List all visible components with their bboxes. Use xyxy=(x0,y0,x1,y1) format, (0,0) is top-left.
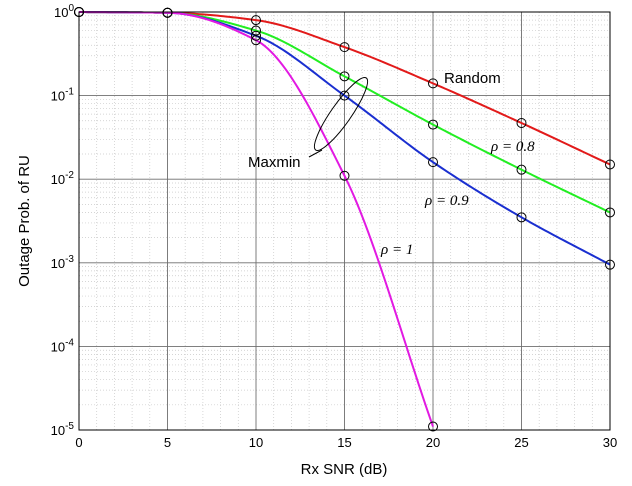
data-point-marker xyxy=(339,42,350,53)
y-tick-label: 10-2 xyxy=(51,170,75,187)
x-tick-label: 15 xyxy=(337,435,351,450)
x-tick-label: 10 xyxy=(249,435,263,450)
data-point-marker xyxy=(339,170,350,181)
x-tick-labels: 0 5 10 15 20 25 30 xyxy=(75,435,617,450)
x-tick-label: 0 xyxy=(75,435,82,450)
x-tick-label: 5 xyxy=(164,435,171,450)
data-point-marker xyxy=(251,30,261,41)
y-tick-labels: 100 10-1 10-2 10-3 10-4 10-5 xyxy=(51,3,75,438)
data-point-marker xyxy=(251,15,261,26)
x-tick-label: 30 xyxy=(603,435,617,450)
y-tick-label: 10-4 xyxy=(51,337,75,354)
data-point-marker xyxy=(428,119,438,130)
data-point-marker xyxy=(162,7,173,18)
data-point-marker xyxy=(516,118,527,129)
rho-08-label: ρ = 0.8 xyxy=(490,139,535,155)
data-point-marker xyxy=(516,212,527,223)
data-point-marker xyxy=(516,164,527,175)
data-point-marker xyxy=(339,90,350,101)
data-point-marker xyxy=(251,25,261,36)
maxmin-pointer xyxy=(308,149,323,158)
x-tick-label: 20 xyxy=(426,435,440,450)
plot-frame xyxy=(78,11,611,431)
x-tick-label: 25 xyxy=(514,435,528,450)
data-point-marker xyxy=(428,78,438,89)
y-tick-label: 100 xyxy=(54,3,74,20)
data-point-marker xyxy=(428,421,438,432)
data-point-marker xyxy=(428,157,438,168)
maxmin-label: Maxmin xyxy=(248,154,301,171)
y-tick-label: 10-3 xyxy=(51,254,75,271)
rho-1-label: ρ = 1 xyxy=(380,242,413,258)
rho-09-label: ρ = 0.9 xyxy=(424,193,469,209)
minor-grid xyxy=(79,12,610,430)
data-point-marker xyxy=(251,35,261,46)
y-tick-label: 10-1 xyxy=(51,87,75,104)
data-point-marker xyxy=(339,71,350,82)
x-axis-label: Rx SNR (dB) xyxy=(301,461,388,478)
y-tick-label: 10-5 xyxy=(51,421,75,438)
random-label: Random xyxy=(444,70,501,87)
y-axis-label: Outage Prob. of RU xyxy=(16,155,33,287)
maxmin-ellipse xyxy=(313,77,369,151)
